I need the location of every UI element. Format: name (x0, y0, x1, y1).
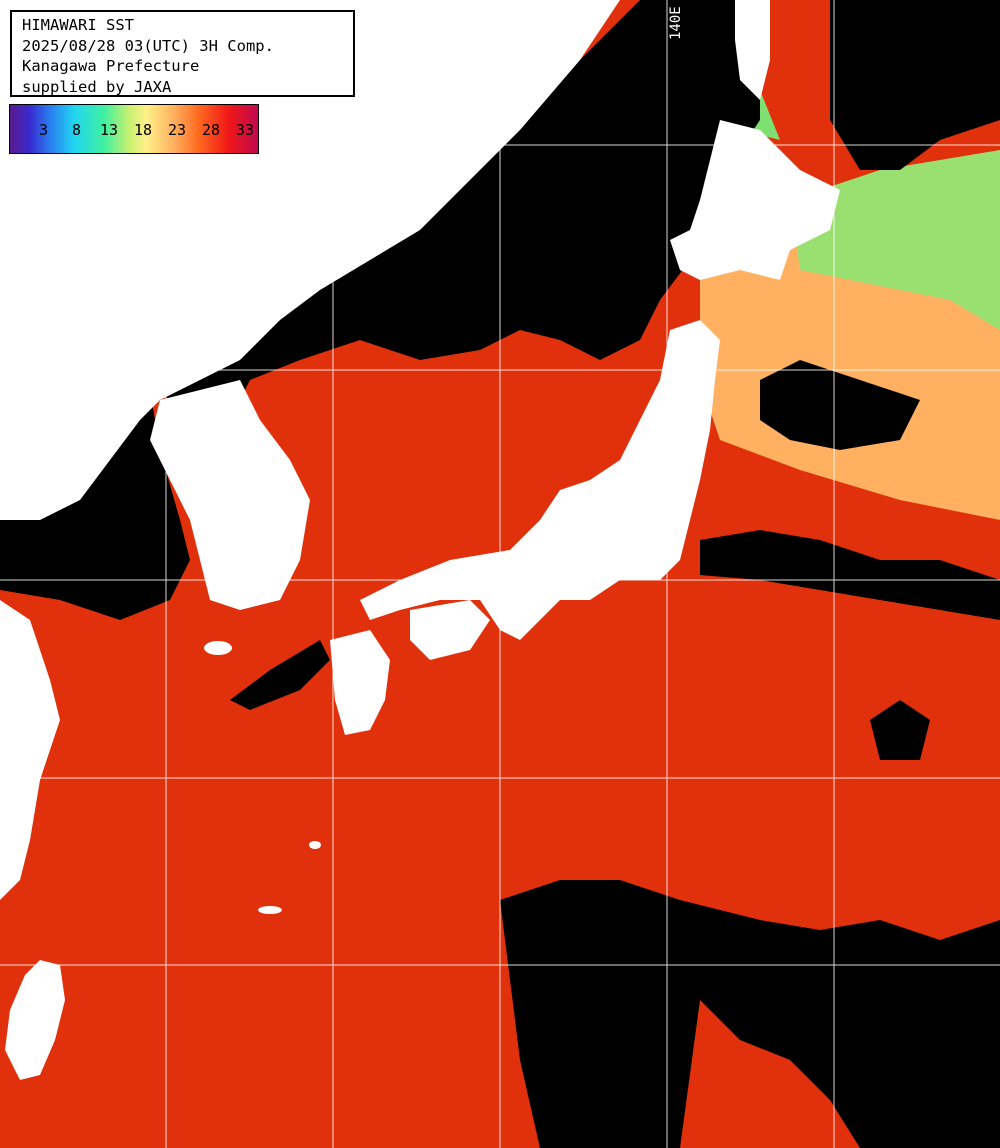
cloud-northeast-sea (760, 360, 920, 450)
temperature-colorbar: 3 8 13 18 23 28 33 (9, 104, 259, 154)
land-sakhalin (735, 0, 770, 100)
lat-label-40n: 40N (14, 352, 40, 368)
cloud-east-cluster (870, 700, 930, 760)
land-shikoku (410, 600, 490, 660)
colorbar-label: 28 (202, 121, 221, 139)
colorbar-label: 3 (39, 121, 49, 139)
colorbar-label: 13 (100, 121, 119, 139)
cloud-pacific-east (700, 530, 1000, 620)
land-jeju (204, 641, 232, 655)
land-honshu (360, 320, 720, 640)
land-island (258, 906, 282, 914)
land-china-coast (0, 600, 60, 900)
lat-label-30n: 30N (14, 760, 40, 776)
colorbar-label: 18 (134, 121, 153, 139)
lon-label-140e: 140E (668, 6, 684, 40)
land-taiwan (5, 960, 65, 1080)
info-title: HIMAWARI SST (22, 16, 134, 34)
land-island (309, 841, 321, 849)
info-box: HIMAWARI SST 2025/08/28 03(UTC) 3H Comp.… (10, 10, 355, 97)
info-source: supplied by JAXA (22, 77, 172, 96)
info-region: Kanagawa Prefecture (22, 57, 200, 75)
info-date: 2025/08/28 03(UTC) 3H Comp. (22, 36, 274, 55)
colorbar-label: 23 (168, 121, 187, 139)
land-hokkaido (670, 120, 840, 280)
cloud-tsushima (230, 640, 330, 710)
land-korea (150, 380, 310, 610)
land-kyushu (330, 630, 390, 735)
cloud-northeast (830, 0, 1000, 170)
cool-sea-area (790, 150, 1000, 330)
cloud-pacific-south (500, 880, 1000, 1148)
colorbar-label: 8 (72, 121, 82, 139)
colorbar-label: 33 (236, 121, 255, 139)
